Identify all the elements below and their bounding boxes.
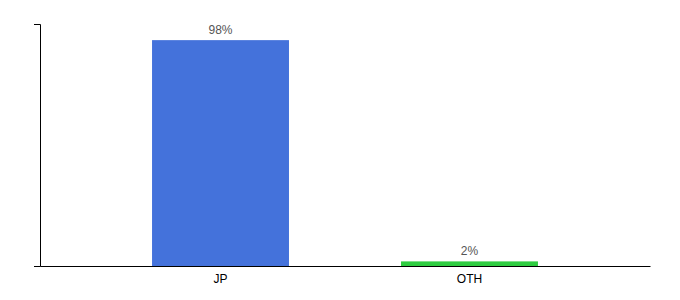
bar bbox=[152, 40, 289, 266]
bars bbox=[152, 40, 538, 266]
data-label: 98% bbox=[208, 23, 232, 37]
x-axis: JP OTH bbox=[41, 267, 651, 286]
y-axis-line bbox=[34, 25, 41, 267]
chart-container: JP OTH 98% 2% bbox=[0, 0, 680, 300]
data-labels: 98% 2% bbox=[208, 23, 478, 258]
x-tick-label: JP bbox=[214, 272, 228, 286]
x-tick: OTH bbox=[457, 272, 482, 286]
bar bbox=[401, 261, 538, 266]
y-axis bbox=[34, 25, 41, 267]
data-label: 2% bbox=[461, 244, 479, 258]
chart-svg: JP OTH 98% 2% bbox=[0, 0, 680, 300]
plot-area: JP OTH 98% 2% bbox=[34, 23, 651, 285]
x-axis-line bbox=[41, 266, 651, 267]
x-tick-label: OTH bbox=[457, 272, 482, 286]
x-tick: JP bbox=[214, 272, 228, 286]
